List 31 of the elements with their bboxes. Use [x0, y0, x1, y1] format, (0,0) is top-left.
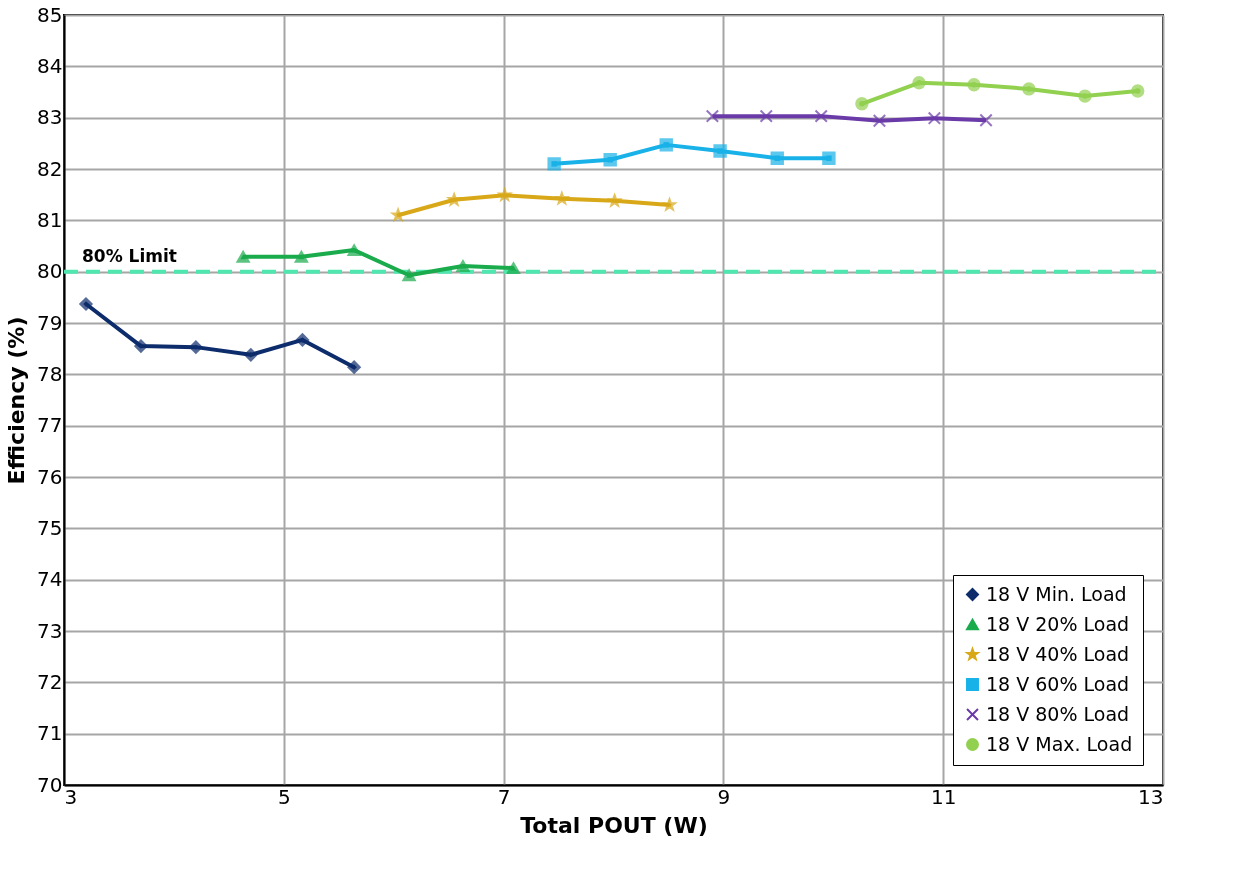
y-tick-label: 70 [37, 772, 63, 797]
legend-label: 18 V 20% Load [986, 612, 1130, 635]
x-tick-label: 3 [64, 784, 78, 809]
x-tick-label: 5 [277, 784, 291, 809]
ref-line-label: 80% Limit [82, 245, 177, 266]
y-tick-label: 81 [37, 207, 63, 232]
legend-label: 18 V 80% Load [986, 702, 1130, 725]
y-tick-label: 79 [37, 310, 63, 335]
x-tick-label: 7 [497, 784, 511, 809]
legend-label: 18 V Max. Load [986, 732, 1133, 755]
y-tick-label: 82 [37, 156, 63, 181]
legend-label: 18 V 60% Load [986, 672, 1130, 695]
legend-label: 18 V Min. Load [986, 582, 1127, 605]
y-tick-label: 76 [37, 464, 63, 489]
y-tick-label: 80 [37, 259, 63, 284]
x-tick-label: 13 [1138, 784, 1164, 809]
x-axis-title: Total POUT (W) [520, 812, 708, 838]
y-tick-label: 75 [37, 515, 63, 540]
y-tick-label: 84 [37, 53, 63, 78]
y-tick-label: 77 [37, 413, 63, 438]
y-tick-label: 83 [37, 105, 63, 130]
y-tick-label: 74 [37, 567, 63, 592]
y-tick-label: 78 [37, 361, 63, 386]
x-tick-label: 9 [717, 784, 731, 809]
legend-label: 18 V 40% Load [986, 642, 1130, 665]
x-tick-label: 11 [930, 784, 957, 809]
y-axis-title: Efficiency (%) [4, 316, 30, 485]
y-tick-label: 72 [37, 669, 63, 694]
y-tick-label: 71 [37, 721, 63, 746]
y-tick-label: 73 [37, 618, 63, 643]
y-tick-label: 85 [37, 2, 63, 27]
